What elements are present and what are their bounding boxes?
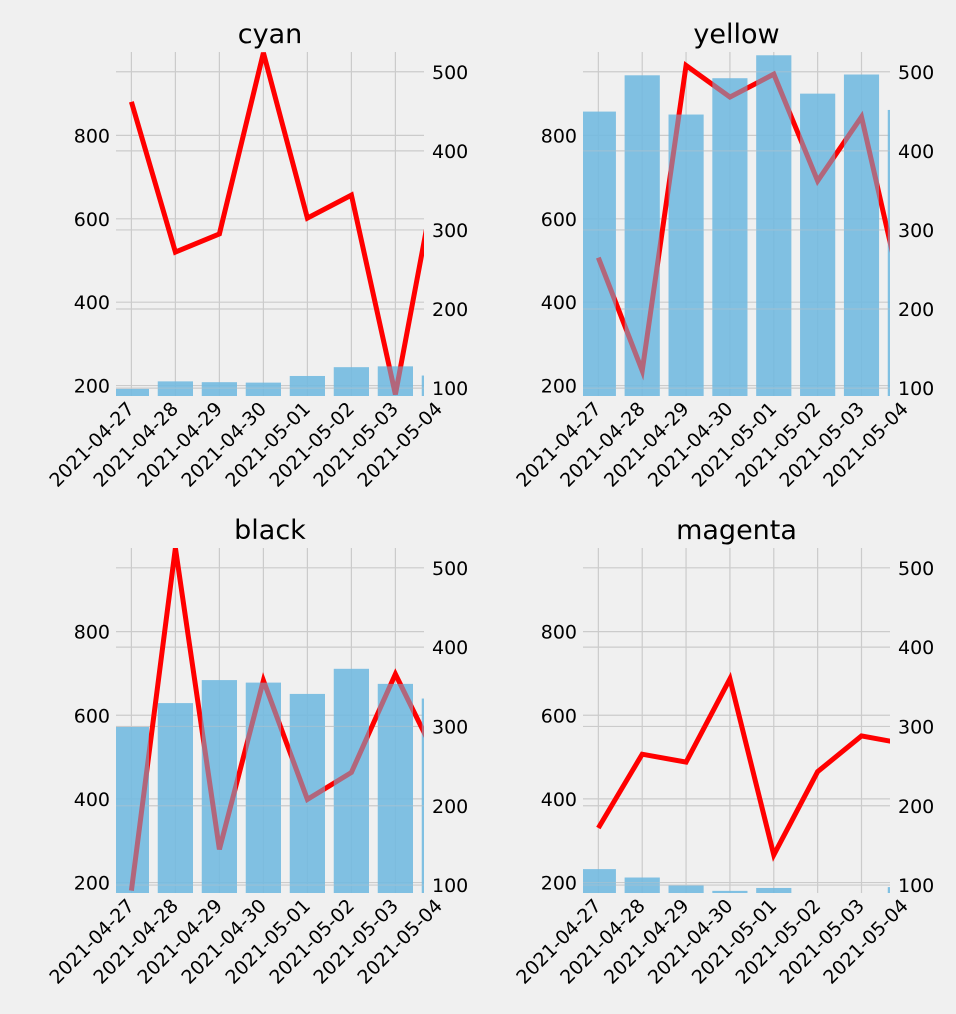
- bar-overlay-2021-05-02: [333, 668, 369, 893]
- bar-overlay-2021-05-04: [887, 887, 890, 893]
- right-tick-label: 200: [432, 299, 468, 321]
- bar-overlay-2021-04-30: [712, 78, 748, 396]
- right-tick-label: 400: [432, 141, 468, 163]
- line-series: [129, 52, 424, 395]
- bar-overlay-2021-04-27: [583, 111, 616, 396]
- right-tick-label: 200: [432, 796, 468, 818]
- bar-overlay-2021-05-01: [289, 375, 325, 396]
- bar-overlay-2021-05-01: [289, 693, 325, 893]
- left-tick-label: 800: [74, 622, 110, 644]
- panel-yellow: yellow2004006008001002003004005002021-04…: [512, 19, 934, 492]
- bar-overlay-2021-04-28: [157, 381, 193, 396]
- bar-overlay-2021-04-29: [668, 114, 704, 396]
- bar-overlay-2021-04-27: [583, 869, 616, 893]
- bar-overlay-2021-04-29: [201, 680, 237, 893]
- panel-title: yellow: [693, 19, 779, 50]
- bar-overlay-2021-05-04: [421, 375, 424, 396]
- bar-overlay-2021-05-02: [333, 367, 369, 396]
- left-tick-label: 400: [74, 789, 110, 811]
- right-tick-label: 200: [898, 299, 934, 321]
- right-tick-label: 300: [432, 220, 468, 242]
- left-tick-label: 600: [74, 705, 110, 727]
- right-tick-label: 300: [432, 716, 468, 738]
- bar-overlay-2021-04-30: [712, 890, 748, 893]
- right-tick-label: 100: [432, 875, 468, 897]
- right-tick-label: 100: [432, 378, 468, 400]
- bar-overlay-2021-04-29: [668, 885, 704, 893]
- right-tick-label: 500: [898, 62, 934, 84]
- bar-overlay-2021-05-01: [756, 55, 792, 396]
- bar-overlay-2021-04-28: [624, 75, 660, 396]
- right-tick-label: 300: [898, 716, 934, 738]
- left-tick-label: 200: [74, 376, 110, 398]
- bar-overlay-2021-05-04: [887, 109, 890, 396]
- bar-overlay-2021-05-03: [843, 74, 880, 396]
- left-tick-label: 600: [541, 705, 577, 727]
- panel-black: black2004006008001002003004005002021-04-…: [45, 515, 468, 989]
- bar-overlay-2021-05-03: [377, 366, 413, 396]
- bar-overlay-2021-04-30: [245, 382, 281, 396]
- right-tick-label: 100: [898, 875, 934, 897]
- bars-overlay: [583, 55, 890, 396]
- left-tick-label: 400: [541, 292, 577, 314]
- right-tick-label: 400: [898, 141, 934, 163]
- right-tick-label: 500: [898, 558, 934, 580]
- right-tick-label: 100: [898, 378, 934, 400]
- panel-magenta: magenta2004006008001002003004005002021-0…: [512, 515, 934, 989]
- bar-overlay-2021-04-30: [245, 682, 281, 893]
- right-tick-label: 500: [432, 62, 468, 84]
- panel-title: cyan: [238, 19, 302, 50]
- bar-overlay-2021-04-27: [116, 726, 149, 893]
- bar-overlay-2021-05-03: [377, 683, 413, 893]
- left-tick-label: 400: [541, 789, 577, 811]
- bar-overlay-2021-04-28: [624, 877, 660, 893]
- bar-overlay-2021-04-29: [201, 382, 237, 396]
- panel-title: magenta: [676, 515, 797, 546]
- left-tick-label: 600: [541, 209, 577, 231]
- right-tick-label: 500: [432, 558, 468, 580]
- right-tick-label: 200: [898, 796, 934, 818]
- right-tick-label: 300: [898, 220, 934, 242]
- bar-overlay-2021-05-01: [756, 887, 792, 893]
- bar-overlay-2021-05-04: [421, 698, 424, 893]
- left-tick-label: 800: [74, 125, 110, 147]
- left-tick-label: 600: [74, 209, 110, 231]
- bar-overlay-2021-04-28: [157, 703, 193, 893]
- right-tick-label: 400: [432, 637, 468, 659]
- panel-cyan: cyan2004006008001002003004005002021-04-2…: [45, 19, 468, 492]
- left-tick-label: 400: [74, 292, 110, 314]
- left-tick-label: 200: [541, 873, 577, 895]
- left-tick-label: 200: [74, 873, 110, 895]
- left-tick-label: 800: [541, 125, 577, 147]
- left-tick-label: 800: [541, 622, 577, 644]
- bars-overlay: [583, 869, 890, 893]
- bar-overlay-2021-05-02: [800, 93, 836, 396]
- line-series: [596, 671, 890, 862]
- bars-overlay: [116, 668, 424, 893]
- right-tick-label: 400: [898, 637, 934, 659]
- panel-title: black: [234, 515, 306, 546]
- left-tick-label: 200: [541, 376, 577, 398]
- bar-overlay-2021-04-27: [116, 388, 149, 396]
- bars-overlay: [116, 366, 424, 396]
